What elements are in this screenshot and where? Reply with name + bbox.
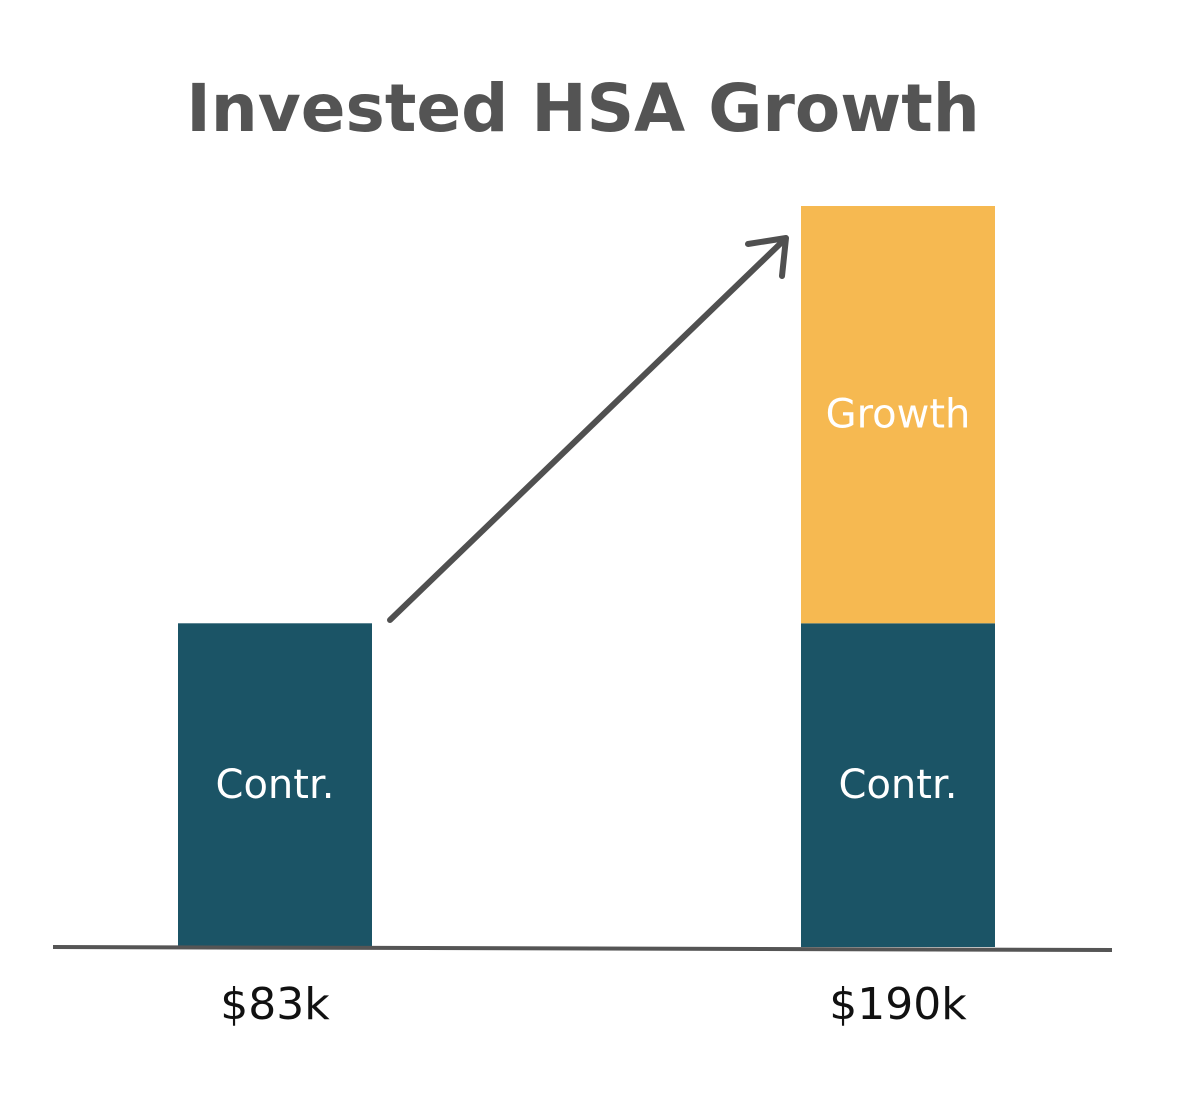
segment-label: Growth (826, 392, 971, 438)
x-tick-label: $83k (220, 979, 330, 1030)
arrow-shaft (387, 239, 785, 623)
segment-label: Contr. (839, 762, 958, 808)
chart-title: Invested HSA Growth (186, 70, 980, 147)
arrow-head (745, 235, 789, 279)
bar-segment (801, 623, 995, 947)
x-tick-label: $190k (829, 979, 967, 1030)
trend-arrow (387, 235, 789, 623)
segment-label: Contr. (216, 762, 335, 808)
bar-segment (801, 206, 995, 624)
baseline-axis (52, 945, 1113, 952)
bar-segment (178, 623, 372, 947)
